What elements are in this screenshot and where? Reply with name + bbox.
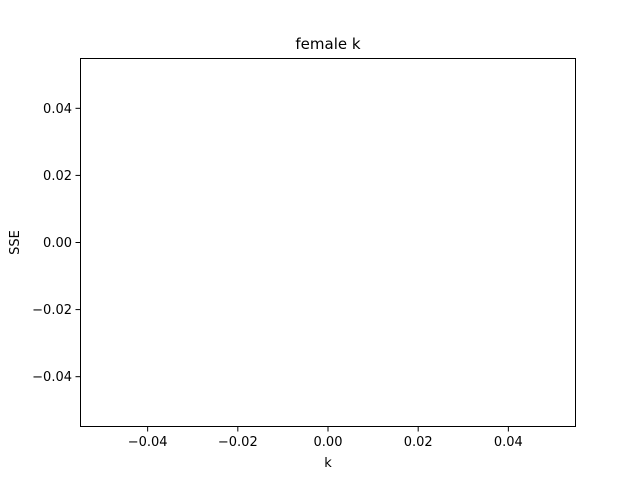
y-tick-label: 0.00 [43, 236, 72, 251]
y-axis-label: SSE [8, 230, 23, 255]
x-tick-label: 0.02 [404, 435, 433, 450]
y-tick-label: 0.04 [43, 102, 72, 117]
plot-frame [80, 58, 576, 427]
y-tick-label: −0.04 [32, 370, 72, 385]
x-tick-label: 0.04 [494, 435, 523, 450]
x-tick-label: −0.02 [218, 435, 258, 450]
plot-area [80, 58, 576, 427]
x-axis: −0.04 −0.02 0.00 0.02 0.04 [128, 427, 523, 450]
x-axis-label: k [324, 456, 332, 471]
y-axis: −0.04 −0.02 0.00 0.02 0.04 [32, 102, 80, 385]
x-tick-label: −0.04 [128, 435, 168, 450]
y-tick-label: 0.02 [43, 169, 72, 184]
chart-title: female k [295, 35, 360, 53]
y-tick-label: −0.02 [32, 303, 72, 318]
x-tick-label: 0.00 [314, 435, 343, 450]
